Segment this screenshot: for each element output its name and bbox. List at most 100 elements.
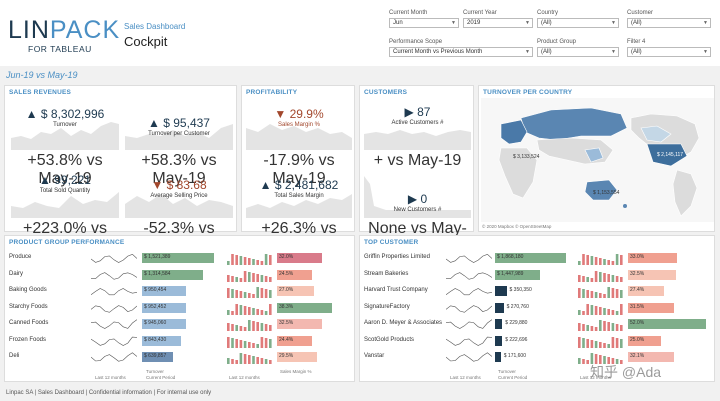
region-usa[interactable] [646, 143, 688, 167]
region-south-america[interactable] [672, 169, 698, 217]
panel-title: CUSTOMERS [364, 89, 408, 96]
margin-bar[interactable] [277, 253, 322, 263]
row-label[interactable]: Stream Bakeries [364, 270, 409, 277]
region-australia[interactable] [584, 179, 618, 201]
pgp-footer-period: Current Period [146, 375, 176, 380]
turnover-bar[interactable] [495, 302, 504, 313]
margin-bar[interactable] [628, 335, 661, 346]
margin-bar[interactable] [628, 253, 678, 263]
margin-bar[interactable] [628, 302, 674, 313]
current-month-select[interactable]: Jun ▼ [389, 18, 459, 28]
margin-bar[interactable] [628, 319, 706, 329]
margin-bar[interactable] [277, 352, 318, 362]
triangle-right-icon: ▶ [407, 192, 418, 206]
turnover-bar[interactable] [495, 352, 501, 362]
row-label[interactable]: Starchy Foods [9, 303, 48, 310]
margin-bar[interactable] [277, 335, 312, 346]
world-map[interactable]: $ 3,133,524 $ 1,153,554 $ 2,145,117 [481, 98, 714, 222]
trend-sparkline [446, 336, 492, 346]
trend-sparkline [91, 352, 137, 362]
turnover-bar[interactable] [495, 286, 507, 296]
margin-bar[interactable] [277, 302, 332, 313]
filter-4-select[interactable]: (All) ▼ [627, 47, 711, 57]
row-label[interactable]: Deli [9, 353, 20, 359]
row-label[interactable]: Aaron D. Meyer & Associates [364, 320, 443, 326]
row-label[interactable]: Frozen Foods [9, 336, 47, 343]
filter-4: Filter 4 (All) ▼ [627, 38, 711, 57]
chevron-down-icon: ▼ [451, 20, 456, 26]
current-year-select[interactable]: 2019 ▼ [463, 18, 533, 28]
margin-bar[interactable] [628, 352, 674, 362]
margin-value: 31.5% [630, 303, 645, 310]
triangle-down-icon: ▼ [274, 107, 287, 121]
turnover-bar[interactable] [495, 335, 503, 346]
region-china[interactable] [584, 147, 604, 163]
country-select[interactable]: (All) ▼ [537, 18, 619, 28]
turnover-bar[interactable] [495, 319, 503, 329]
margin-value: 32.5% [279, 320, 294, 326]
watermark: 知乎 @Ada [590, 364, 662, 380]
margin-mini-bars [578, 254, 623, 265]
margin-mini-bars [227, 336, 272, 348]
margin-value: 33.0% [630, 254, 645, 260]
turnover-bar[interactable] [142, 269, 204, 280]
region-canada[interactable] [640, 125, 672, 143]
customer-select[interactable]: (All) ▼ [627, 18, 711, 28]
period-label: Jun-19 vs May-19 [6, 70, 78, 80]
row-label[interactable]: Baking Goods [9, 287, 47, 293]
turnover-bar[interactable] [142, 253, 214, 263]
region-africa[interactable] [498, 147, 538, 199]
row-label[interactable]: Produce [9, 254, 32, 260]
row-label[interactable]: Vanstar [364, 353, 385, 359]
margin-bar[interactable] [628, 269, 676, 280]
pgp-footer-turnover: Turnover [146, 369, 164, 374]
turnover-value: $ 350,350 [509, 287, 532, 293]
row-label[interactable]: ScotGold Products [364, 336, 415, 343]
product-group-panel: PRODUCT GROUP PERFORMANCE Produce $ 1,521… [4, 235, 355, 382]
region-europe[interactable] [500, 119, 528, 145]
turnover-bar[interactable] [142, 319, 186, 329]
margin-value: 38.3% [279, 303, 294, 310]
margin-value: 27.4% [630, 287, 645, 293]
turnover-value: $ 1,521,389 [144, 254, 171, 260]
turnover-bar[interactable] [142, 352, 173, 362]
margin-mini-bars [227, 270, 272, 282]
performance-scope-select[interactable]: Current Month vs Previous Month ▼ [389, 47, 533, 57]
row-label[interactable]: Harvard Trust Company [364, 287, 428, 293]
kpi-average-selling-price: ▼ $ 83.68 Average Selling Price [150, 178, 208, 199]
brand-logo: LINPACK [8, 16, 121, 44]
margin-bar[interactable] [277, 269, 312, 280]
panel-title: PROFITABILITY [246, 89, 298, 96]
margin-mini-bars [578, 270, 623, 282]
row-label[interactable]: Canned Foods [9, 320, 49, 326]
trend-sparkline [446, 304, 492, 313]
trend-sparkline [446, 288, 492, 296]
margin-bar[interactable] [277, 319, 322, 329]
turnover-value: $ 843,430 [144, 336, 167, 343]
row-label[interactable]: SignatureFactory [364, 303, 410, 310]
triangle-down-icon: ▼ [151, 178, 164, 192]
trend-sparkline [91, 304, 137, 313]
header: LINPACK FOR TABLEAU Sales Dashboard Cock… [0, 0, 720, 66]
app-subtitle: Sales Dashboard [124, 22, 186, 31]
page-title: Cockpit [124, 34, 168, 49]
filter-current-month: Current Month Jun ▼ [389, 9, 459, 28]
region-russia[interactable] [520, 107, 628, 141]
margin-bar[interactable] [277, 286, 315, 296]
turnover-bar[interactable] [142, 286, 186, 296]
turnover-value: $ 950,454 [144, 287, 167, 293]
turnover-bar[interactable] [142, 335, 182, 346]
kpi-turnover: ▲ $ 8,302,996 Turnover [25, 107, 105, 128]
turnover-value: $ 639,857 [144, 353, 167, 359]
turnover-bar[interactable] [142, 302, 186, 313]
row-label[interactable]: Dairy [9, 270, 24, 277]
turnover-value: $ 222,696 [505, 336, 528, 343]
page-footer: Linpac SA | Sales Dashboard | Confidenti… [6, 390, 212, 396]
turnover-bar[interactable] [495, 269, 540, 280]
turnover-bar[interactable] [495, 253, 566, 263]
product-group-select[interactable]: (All) ▼ [537, 47, 619, 57]
margin-bar[interactable] [628, 286, 665, 296]
region-new-zealand[interactable] [623, 204, 627, 208]
margin-value: 32.0% [279, 254, 294, 260]
row-label[interactable]: Griffin Properties Limited [364, 254, 430, 260]
